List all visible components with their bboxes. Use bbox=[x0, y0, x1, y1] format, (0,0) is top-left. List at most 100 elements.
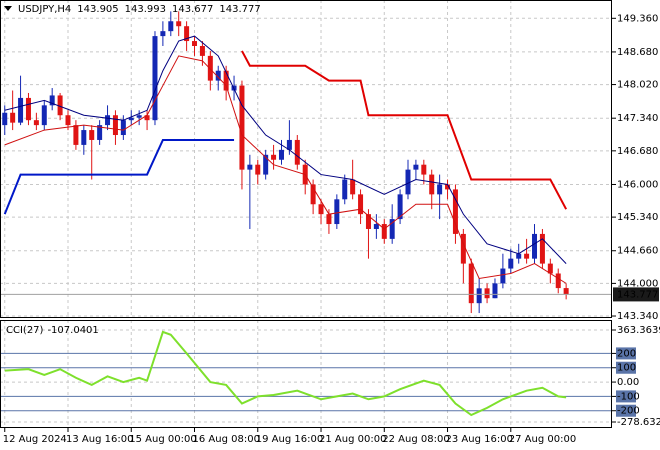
candle-body bbox=[405, 169, 411, 195]
candle-body bbox=[49, 95, 55, 106]
candle-body bbox=[389, 219, 395, 239]
candle-body bbox=[207, 55, 213, 81]
y-tick-label: 143.340 bbox=[617, 311, 658, 322]
candle-body bbox=[294, 139, 300, 165]
indicator-line bbox=[4, 35, 567, 264]
y-tick-label: -278.6329 bbox=[617, 417, 660, 428]
candle-body bbox=[429, 174, 435, 195]
candle-body bbox=[508, 258, 514, 269]
y-tick-label: 144.660 bbox=[617, 246, 658, 257]
candle-body bbox=[555, 273, 561, 289]
candle-body bbox=[460, 233, 466, 264]
chart-title: USDJPY,H4 bbox=[18, 4, 71, 15]
candle-body bbox=[223, 70, 229, 91]
candle-body bbox=[286, 139, 292, 150]
candle-body bbox=[176, 21, 182, 27]
candle-body bbox=[2, 112, 8, 126]
candle-body bbox=[120, 120, 126, 136]
indicator-line bbox=[241, 50, 568, 210]
candle-body bbox=[57, 95, 63, 116]
candle-body bbox=[532, 233, 538, 259]
indicator-line bbox=[3, 138, 235, 215]
y-tick-label: 146.000 bbox=[617, 179, 658, 190]
candle-body bbox=[184, 26, 190, 42]
x-tick-label: 13 Aug 16:00 bbox=[66, 434, 133, 445]
candle-body bbox=[342, 179, 348, 200]
candle-body bbox=[168, 21, 174, 32]
candle-body bbox=[65, 115, 71, 126]
y-tick-label: 144.000 bbox=[617, 278, 658, 289]
candle-body bbox=[437, 184, 443, 195]
candle-body bbox=[97, 125, 103, 140]
candle-body bbox=[381, 224, 387, 239]
candle-body bbox=[524, 253, 530, 259]
ohlc-value: 143.677 bbox=[172, 4, 213, 15]
candle-body bbox=[89, 130, 95, 140]
candle-body bbox=[421, 164, 427, 175]
candle-body bbox=[484, 288, 490, 299]
candle-body bbox=[547, 263, 553, 274]
candle-body bbox=[350, 179, 356, 195]
x-tick-label: 27 Aug 00:00 bbox=[509, 434, 576, 445]
candle-body bbox=[468, 263, 474, 304]
x-tick-label: 23 Aug 16:00 bbox=[446, 434, 513, 445]
indicator-value: -107.0401 bbox=[47, 325, 98, 336]
candle-body bbox=[563, 288, 569, 295]
candle-body bbox=[10, 112, 16, 123]
candle-body bbox=[128, 117, 134, 121]
candle-body bbox=[539, 233, 545, 264]
candle-body bbox=[239, 85, 245, 170]
candle-body bbox=[516, 253, 522, 259]
candle-body bbox=[365, 214, 371, 229]
y-tick-label: 100 bbox=[617, 363, 636, 374]
price-tag-label: 143.777 bbox=[617, 289, 658, 300]
price-tag bbox=[613, 287, 659, 302]
indicator-line bbox=[4, 55, 567, 284]
y-tick-label: 149.360 bbox=[617, 13, 658, 24]
indicator-header: CCI(27) -107.0401 bbox=[6, 325, 99, 336]
candle-body bbox=[271, 154, 277, 160]
candle-body bbox=[81, 130, 87, 145]
level-label-box bbox=[616, 361, 636, 374]
candle-body bbox=[452, 189, 458, 234]
indicator-line bbox=[4, 330, 567, 417]
indicator-title: CCI(27) bbox=[6, 325, 44, 336]
y-tick-label: 363.3639 bbox=[617, 325, 660, 336]
y-tick-label: 0.00 bbox=[617, 377, 639, 388]
y-tick-label: 146.680 bbox=[617, 146, 658, 157]
candle-body bbox=[476, 288, 482, 304]
candle-body bbox=[358, 194, 364, 215]
candle-body bbox=[310, 184, 316, 205]
candle-body bbox=[445, 184, 451, 190]
x-tick-label: 22 Aug 08:00 bbox=[382, 434, 449, 445]
candle-body bbox=[326, 214, 332, 225]
level-label-box bbox=[616, 390, 636, 403]
candle-body bbox=[192, 41, 198, 46]
ohlc-value: 143.777 bbox=[219, 4, 260, 15]
x-tick-label: 15 Aug 00:00 bbox=[129, 434, 196, 445]
candle-body bbox=[136, 115, 142, 118]
candle-body bbox=[492, 283, 498, 299]
candle-body bbox=[199, 45, 205, 56]
chart-header: USDJPY,H4 143.905 143.993 143.677 143.777 bbox=[18, 4, 261, 15]
menu-arrow bbox=[4, 6, 12, 11]
candle-body bbox=[144, 115, 150, 121]
x-tick-label: 21 Aug 00:00 bbox=[319, 434, 386, 445]
candle-body bbox=[334, 199, 340, 225]
candle-body bbox=[18, 97, 24, 123]
x-tick-label: 19 Aug 16:00 bbox=[256, 434, 323, 445]
candle-body bbox=[500, 268, 506, 284]
y-tick-label: 200 bbox=[617, 348, 636, 359]
candle-body bbox=[413, 164, 419, 170]
candle-body bbox=[278, 149, 284, 160]
y-tick-label: -200 bbox=[617, 406, 640, 417]
panel-frame bbox=[0, 0, 612, 318]
candle-body bbox=[152, 36, 158, 121]
candle-body bbox=[215, 70, 221, 81]
candle-body bbox=[73, 125, 79, 145]
x-tick-label: 12 Aug 2024 bbox=[3, 434, 67, 445]
candle-body bbox=[33, 120, 39, 126]
candle-body bbox=[373, 224, 379, 229]
